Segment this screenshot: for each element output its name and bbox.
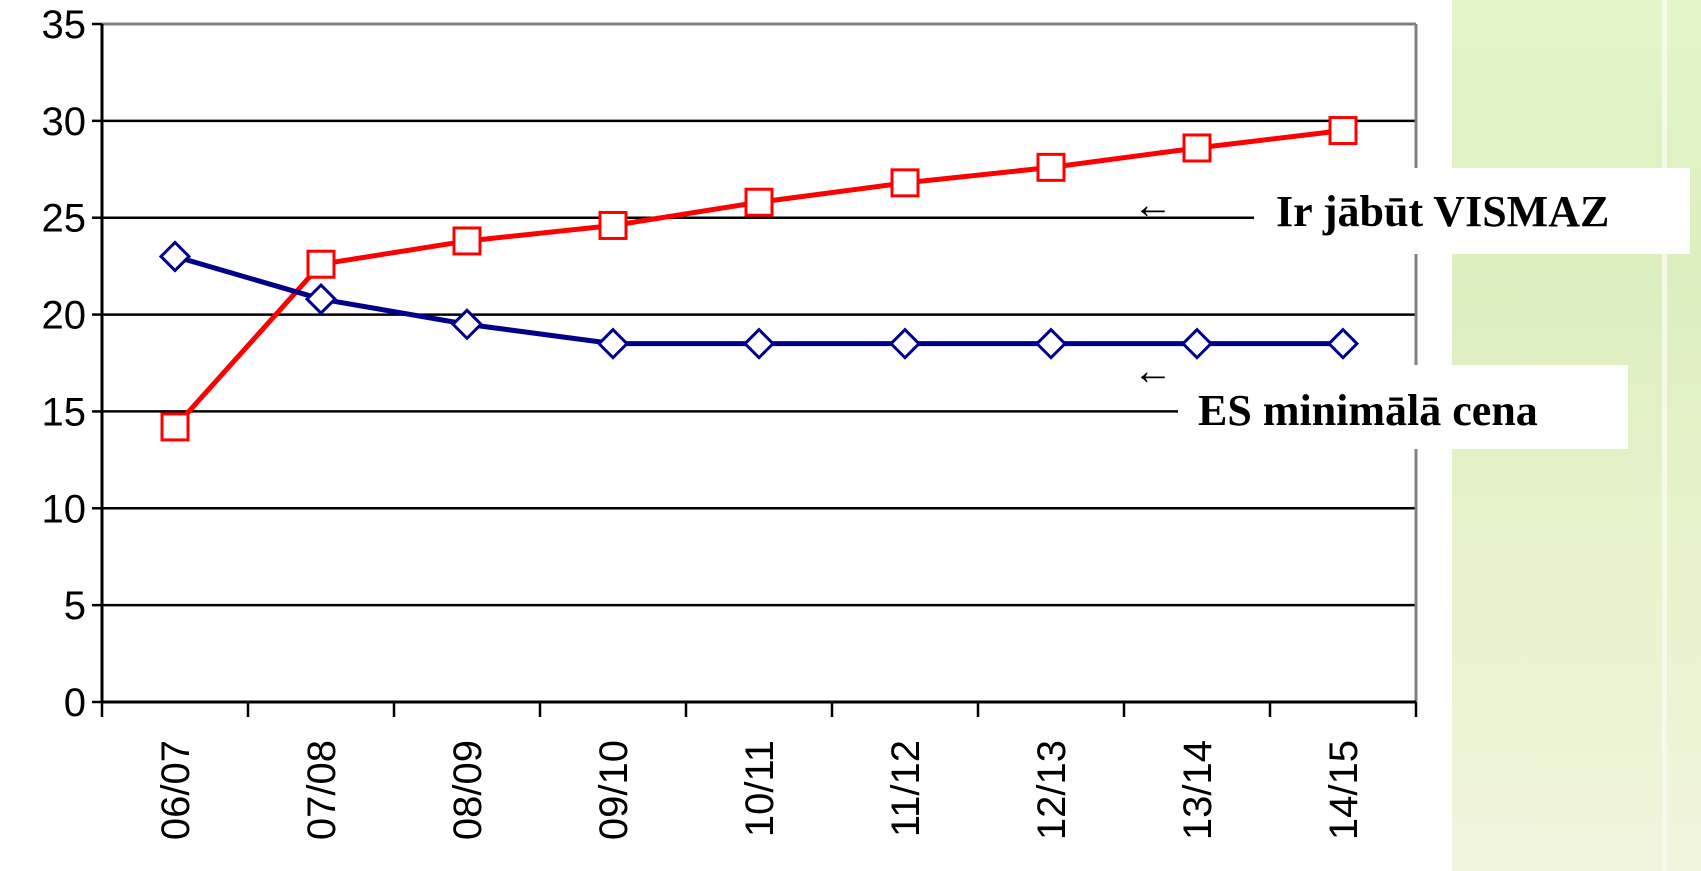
y-tick-label: 0	[64, 681, 86, 725]
annotation-box	[1178, 365, 1628, 449]
x-tick-label: 06/07	[154, 740, 198, 840]
data-point-square	[598, 210, 628, 240]
data-point-square	[890, 168, 920, 198]
data-point-square	[160, 412, 190, 442]
data-point-square	[1182, 133, 1212, 163]
data-point-diamond	[742, 327, 776, 360]
x-tick-label: 10/11	[738, 740, 782, 837]
data-point-square	[306, 249, 336, 279]
y-tick-label: 35	[42, 3, 87, 47]
annotation-box	[1254, 168, 1690, 254]
x-tick-label: 11/12	[884, 740, 928, 837]
plot-frame	[100, 22, 1418, 704]
x-tick-label: 09/10	[592, 740, 636, 840]
annotation-label: ES minimālā cena	[1198, 386, 1538, 435]
annotation-arrow: ←	[1133, 183, 1173, 227]
y-tick-label: 5	[64, 584, 86, 628]
annotation-arrow: ←	[1133, 349, 1173, 393]
y-axis-ticks: 0 5 10 15 20 25 30 35	[42, 3, 102, 725]
data-point-diamond	[888, 327, 922, 360]
y-tick-label: 10	[42, 487, 87, 531]
data-point-diamond	[1034, 327, 1068, 360]
y-tick-label: 20	[42, 294, 87, 338]
annotations: Ir jābūt VISMAZ ← ES minimālā cena ←	[1133, 168, 1690, 449]
x-tick-label: 08/09	[446, 740, 490, 840]
data-point-diamond	[596, 327, 630, 360]
x-tick-label: 14/15	[1322, 740, 1366, 840]
data-point-diamond	[1180, 327, 1214, 360]
x-tick-label: 07/08	[300, 740, 344, 840]
annotation-label: Ir jābūt VISMAZ	[1276, 187, 1609, 236]
series-lines	[158, 116, 1360, 442]
data-point-square	[1328, 116, 1358, 146]
data-point-square	[452, 226, 482, 256]
x-axis-ticks: 06/07 07/08 08/09 09/10 10/11 11/12 12/13 13/14…	[100, 702, 1418, 840]
y-tick-label: 25	[42, 197, 87, 241]
data-point-diamond	[1326, 327, 1360, 360]
x-tick-label: 13/14	[1176, 740, 1220, 840]
y-tick-label: 15	[42, 390, 87, 434]
data-point-diamond	[304, 282, 338, 316]
decorative-stripe	[1662, 0, 1667, 871]
data-point-square	[744, 187, 774, 217]
y-tick-label: 30	[42, 100, 87, 144]
x-tick-label: 12/13	[1030, 740, 1074, 840]
data-point-diamond	[158, 240, 192, 273]
data-point-square	[1036, 152, 1066, 182]
data-point-diamond	[450, 308, 484, 341]
